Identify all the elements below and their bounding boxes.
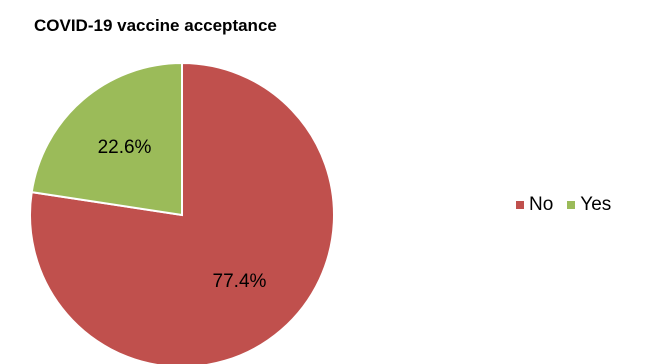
legend: No Yes [516, 194, 611, 216]
pie-slice-labels: 77.4% 22.6% [98, 137, 267, 292]
data-label-no: 77.4% [213, 271, 267, 292]
chart-title: COVID-19 vaccine acceptance [34, 16, 277, 35]
legend-swatch-yes [567, 201, 576, 209]
legend-label-no: No [529, 194, 554, 215]
legend-item-yes: Yes [567, 194, 611, 216]
legend-label-yes: Yes [580, 194, 612, 215]
legend-swatch-no [516, 201, 524, 209]
pie-slice-no [29, 61, 335, 364]
pie-slices [29, 61, 335, 364]
pie-slice-yes [30, 61, 183, 217]
legend-item-no: No [516, 194, 553, 216]
data-label-yes: 22.6% [98, 137, 152, 158]
